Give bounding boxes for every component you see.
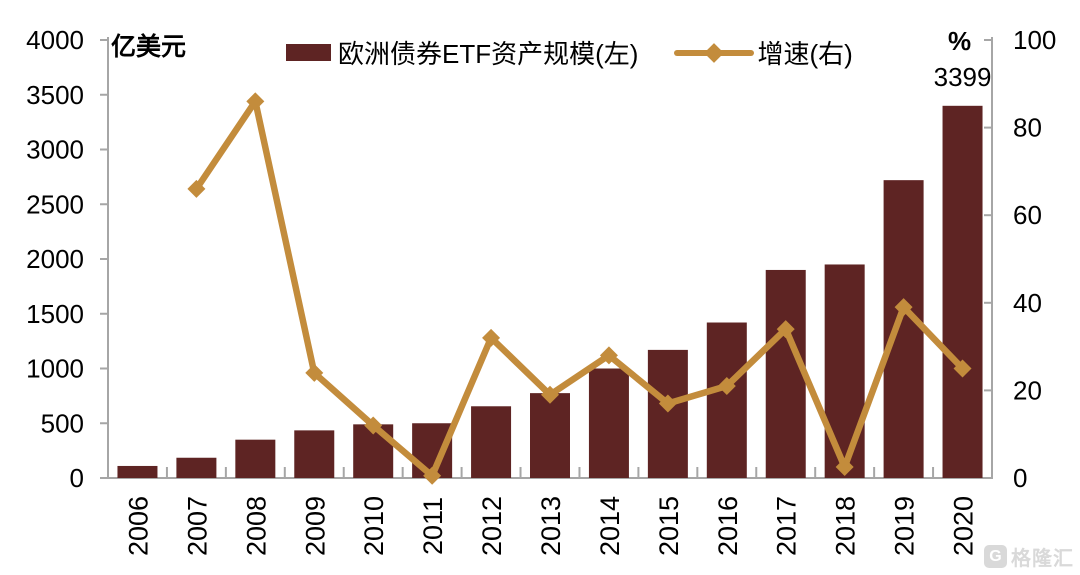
left-axis-tick-label: 3000 xyxy=(26,135,84,165)
legend-item-bars: 欧洲债券ETF资产规模(左) xyxy=(286,34,638,71)
line-marker-2008 xyxy=(246,92,265,111)
line-series-label: 增速(右) xyxy=(757,39,853,69)
line-marker-2011 xyxy=(423,466,442,485)
x-axis-label-2020: 2020 xyxy=(949,496,979,556)
x-axis-label-2008: 2008 xyxy=(241,496,271,556)
bar-2008 xyxy=(235,439,276,478)
bar-2017 xyxy=(765,269,806,478)
bar-2012 xyxy=(471,406,512,478)
watermark-text: 格隆汇 xyxy=(1011,548,1074,570)
right-axis-tick-label: 100 xyxy=(1013,25,1056,55)
right-axis-tick-label: 20 xyxy=(1013,375,1042,405)
left-axis-tick-label: 500 xyxy=(41,408,84,438)
line-marker-2009 xyxy=(305,363,324,382)
left-axis-unit: 亿美元 xyxy=(111,33,187,61)
bar-series-label: 欧洲债券ETF资产规模(左) xyxy=(338,39,639,69)
x-axis-label-2011: 2011 xyxy=(418,497,448,555)
left-axis-tick-label: 3500 xyxy=(26,80,84,110)
x-axis-label-2016: 2016 xyxy=(713,496,743,556)
right-axis-tick-label: 80 xyxy=(1013,113,1042,143)
watermark: G 格隆汇 xyxy=(984,542,1074,571)
x-axis-label-2015: 2015 xyxy=(654,496,684,556)
right-axis-tick-label: 60 xyxy=(1013,200,1042,230)
bar-2019 xyxy=(883,180,924,478)
x-axis-label-2019: 2019 xyxy=(890,496,920,556)
x-axis-label-2013: 2013 xyxy=(536,496,566,556)
bar-series-swatch xyxy=(286,44,331,61)
line-marker-2015 xyxy=(658,394,677,413)
x-axis-label-2010: 2010 xyxy=(359,496,389,556)
line-marker-2018 xyxy=(835,458,854,477)
x-axis-label-2014: 2014 xyxy=(595,496,625,556)
line-marker-2013 xyxy=(541,385,559,404)
line-marker-2017 xyxy=(776,320,795,339)
bar-2009 xyxy=(294,430,335,478)
left-axis-tick-label: 2500 xyxy=(26,189,84,219)
x-axis-label-2017: 2017 xyxy=(772,496,802,556)
left-axis-tick-label: 1000 xyxy=(26,354,84,384)
bar-2016 xyxy=(706,322,747,478)
left-axis-tick-label: 0 xyxy=(70,463,84,493)
bar-2018 xyxy=(824,264,865,478)
diamond-marker-icon xyxy=(704,42,725,63)
left-axis-tick-label: 4000 xyxy=(26,25,84,55)
growth-line xyxy=(193,98,966,480)
bar-data-label: 3399 xyxy=(934,62,992,92)
line-marker-2010 xyxy=(364,416,383,435)
line-marker-2019 xyxy=(894,298,913,317)
bar-2006 xyxy=(117,465,158,478)
legend-item-line: 增速(右) xyxy=(674,34,853,71)
right-axis-tick-label: 40 xyxy=(1013,288,1042,318)
line-series-swatch xyxy=(674,42,755,63)
bar-2015 xyxy=(647,349,688,478)
line-marker-2012 xyxy=(482,328,501,347)
bar-2007 xyxy=(176,457,217,478)
x-axis-label-2006: 2006 xyxy=(123,496,153,556)
bar-2020 xyxy=(942,105,983,478)
line-marker-2007 xyxy=(187,179,206,198)
x-axis-label-2012: 2012 xyxy=(477,496,507,556)
left-axis-tick-label: 1500 xyxy=(26,299,84,329)
x-axis-label-2009: 2009 xyxy=(300,496,330,556)
bar-2014 xyxy=(588,368,629,478)
gelonghui-logo-icon: G xyxy=(984,545,1007,568)
right-axis-unit: % xyxy=(948,26,972,56)
line-marker-2016 xyxy=(717,377,736,396)
legend: 欧洲债券ETF资产规模(左) 增速(右) xyxy=(286,34,853,71)
left-axis-tick-label: 2000 xyxy=(26,244,84,274)
line-marker-2020 xyxy=(953,359,972,378)
bar-2013 xyxy=(530,393,570,478)
line-marker-2014 xyxy=(599,346,618,365)
x-axis-label-2018: 2018 xyxy=(831,496,861,556)
x-axis-label-2007: 2007 xyxy=(182,496,212,556)
right-axis-tick-label: 0 xyxy=(1013,463,1027,493)
